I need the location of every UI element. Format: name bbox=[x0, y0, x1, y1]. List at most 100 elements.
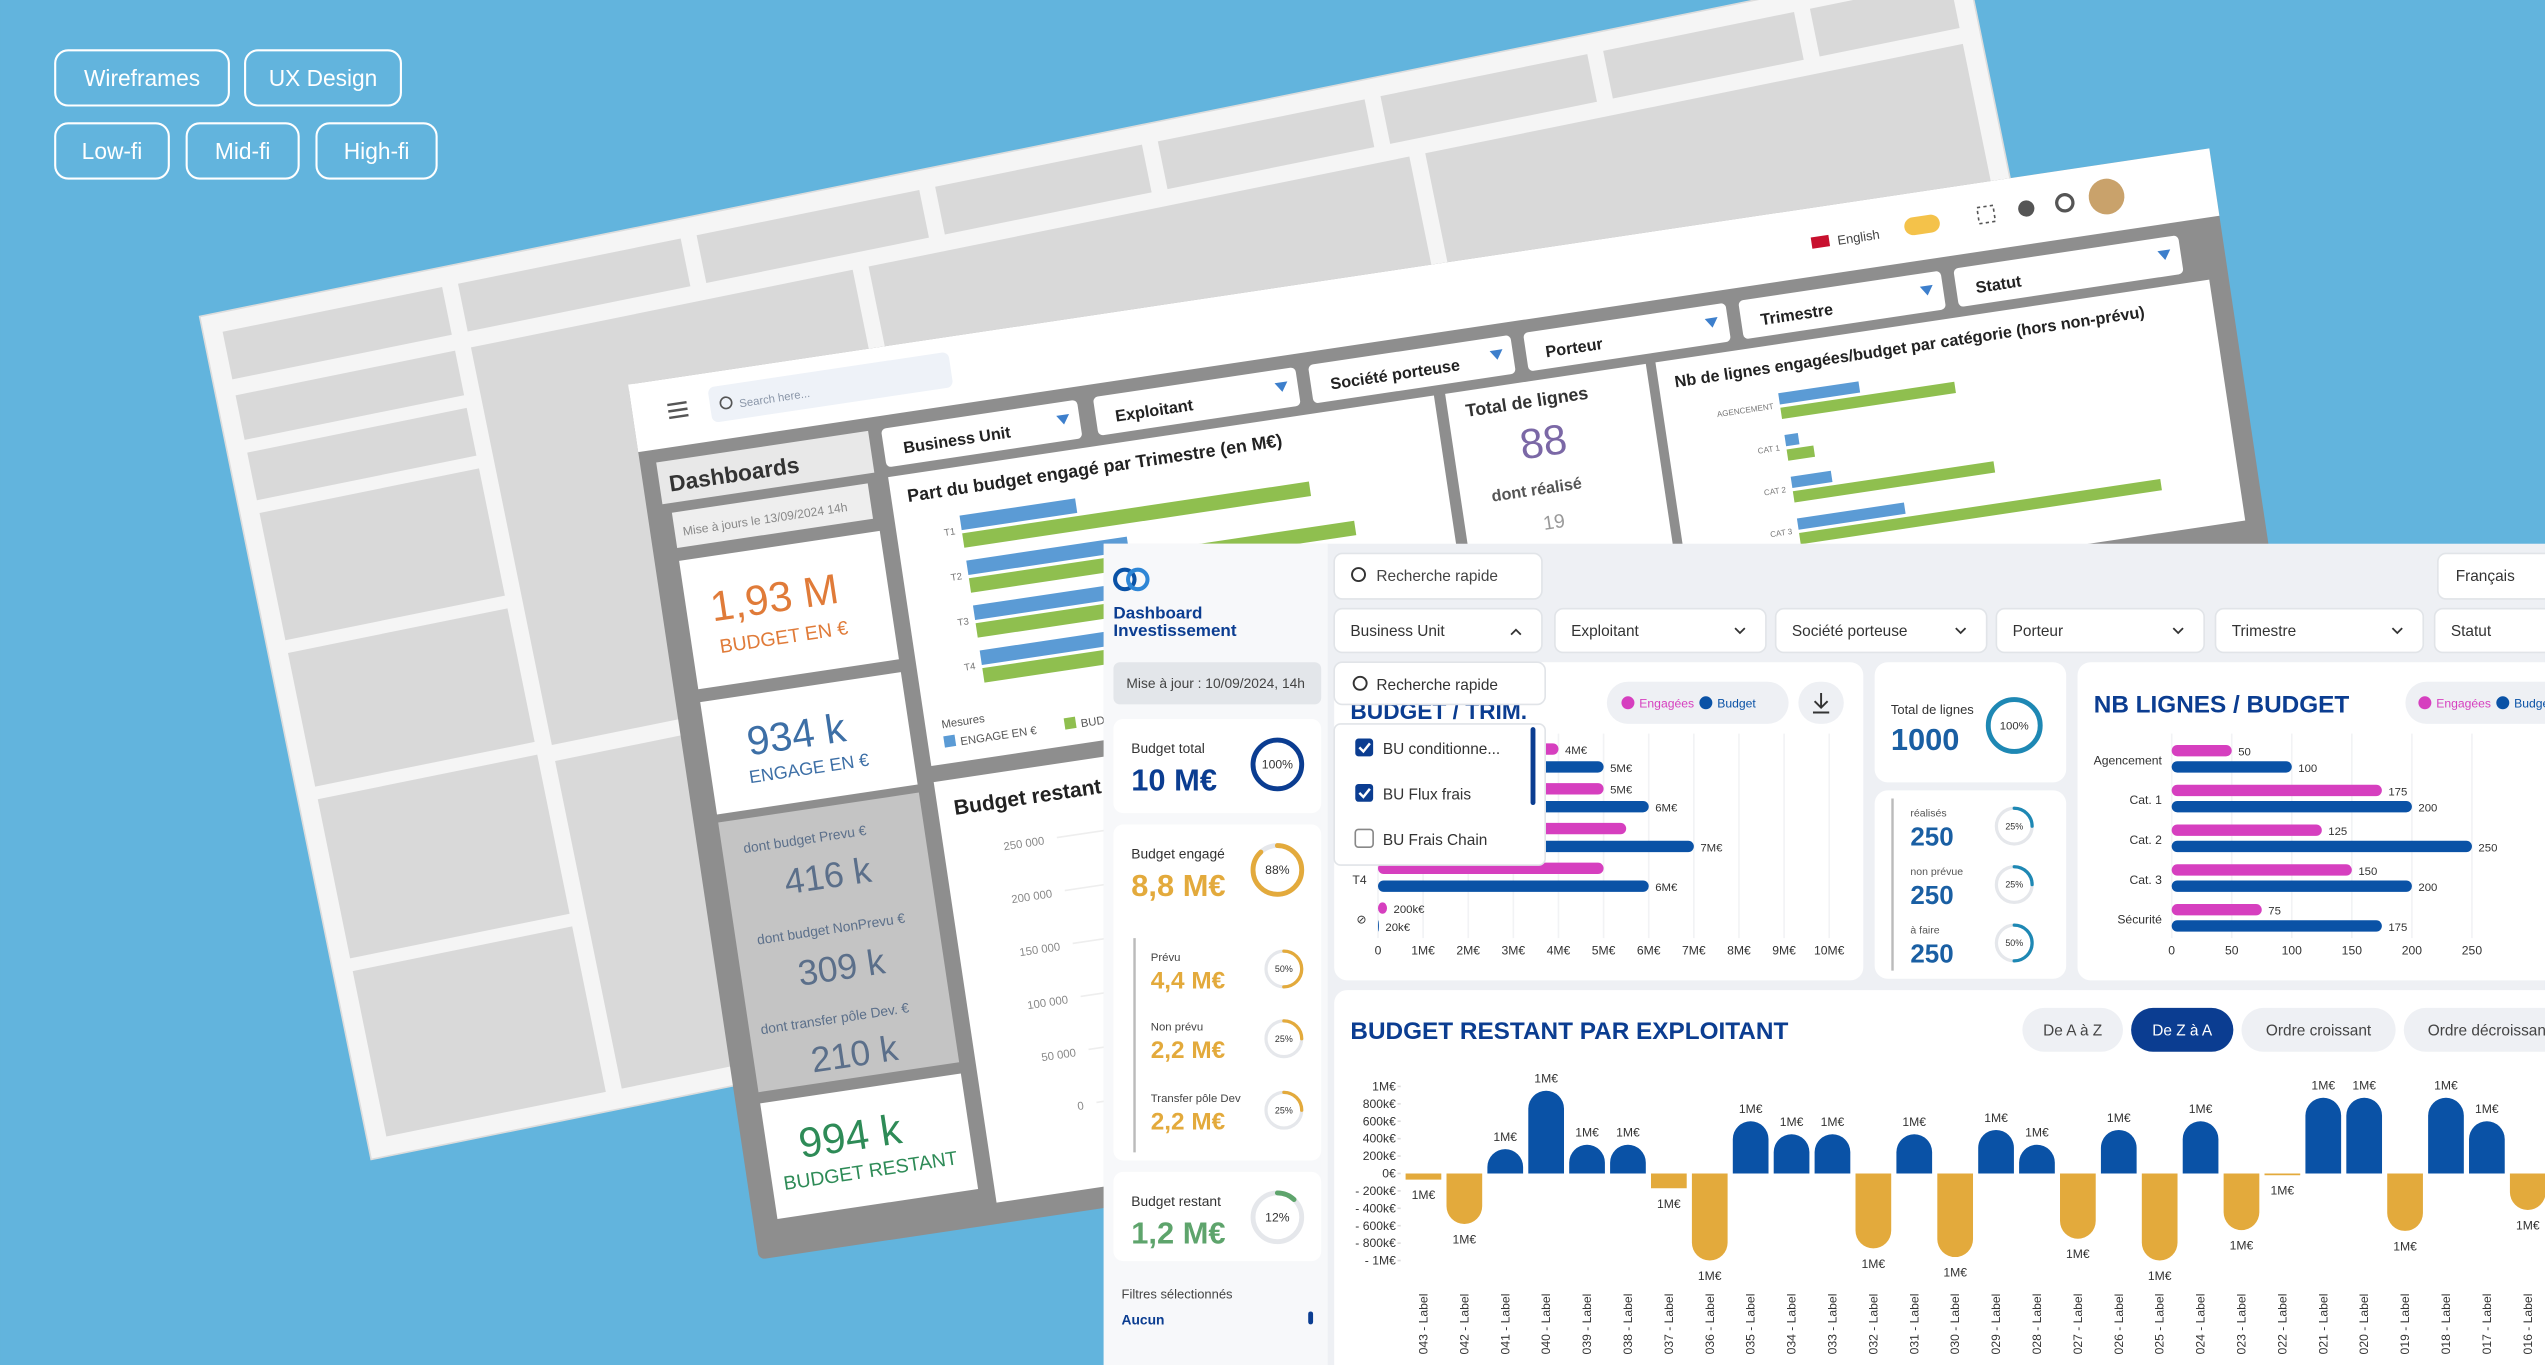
bar bbox=[1814, 1134, 1851, 1174]
bar bbox=[1896, 1134, 1933, 1174]
category-label: Cat. 2 bbox=[2130, 833, 2163, 847]
dropdown-search-text: Recherche rapide bbox=[1376, 677, 1498, 694]
category-label: Agencement bbox=[2094, 753, 2163, 767]
checkbox-checked[interactable] bbox=[1355, 738, 1374, 757]
filter-box[interactable] bbox=[881, 400, 1083, 468]
ring-arc bbox=[1250, 1190, 1305, 1245]
sort-button[interactable] bbox=[2241, 1007, 2396, 1052]
settings-icon[interactable] bbox=[2055, 193, 2075, 213]
filter-box[interactable] bbox=[1774, 607, 1988, 654]
sort-button[interactable] bbox=[2131, 1007, 2234, 1052]
category-label: T4 bbox=[1352, 873, 1366, 887]
value-label: 50 bbox=[2238, 747, 2251, 759]
lines-value: 1000 bbox=[1891, 722, 1960, 757]
x-tick-label: 017 - Label bbox=[2480, 1294, 2494, 1355]
bar-label: 1M€ bbox=[1493, 1130, 1517, 1144]
filter-box[interactable] bbox=[1523, 303, 1731, 372]
x-tick-label: 029 - Label bbox=[1989, 1294, 2003, 1355]
bar bbox=[1773, 1134, 1810, 1174]
bar bbox=[2100, 1129, 2137, 1174]
checkbox[interactable] bbox=[1354, 828, 1374, 849]
menu-line bbox=[668, 407, 688, 413]
filter-box[interactable] bbox=[1554, 607, 1767, 654]
search-box[interactable] bbox=[707, 352, 953, 423]
category-label: T1 bbox=[943, 526, 956, 539]
x-tick-label: 2M€ bbox=[1456, 943, 1480, 957]
brand-line: Dashboard bbox=[1113, 603, 1202, 622]
search-box[interactable] bbox=[1333, 552, 1543, 600]
y-tick-label: 150 000 bbox=[1019, 941, 1061, 959]
bar bbox=[2305, 1097, 2342, 1174]
category-label: Sécurité bbox=[2117, 913, 2162, 927]
block bbox=[1603, 11, 1804, 99]
kpi-label: Budget engagé bbox=[1131, 847, 1225, 862]
ring-label: 88% bbox=[1265, 863, 1290, 877]
language-select[interactable] bbox=[2437, 552, 2545, 600]
bar-label: 1M€ bbox=[1657, 1197, 1681, 1211]
x-tick-label: 4M€ bbox=[1547, 943, 1571, 957]
apps-icon[interactable] bbox=[1976, 204, 1997, 225]
filter-box[interactable] bbox=[1093, 367, 1301, 436]
x-tick-label: 027 - Label bbox=[2071, 1294, 2085, 1355]
sort-button-label: Ordre croissant bbox=[2266, 1023, 2372, 1040]
block bbox=[235, 350, 465, 440]
avatar[interactable] bbox=[2086, 176, 2127, 217]
y-tick-label: 600k€ bbox=[1363, 1114, 1396, 1128]
sort-button[interactable] bbox=[2022, 1007, 2123, 1052]
sub-kpi-value: 4,4 M€ bbox=[1151, 967, 1226, 994]
bar bbox=[1487, 1149, 1524, 1174]
x-tick-label: 016 - Label bbox=[2521, 1294, 2535, 1355]
sort-button[interactable] bbox=[2403, 1007, 2545, 1052]
tag-chip bbox=[54, 49, 230, 107]
y-tick-label: 250 000 bbox=[1003, 835, 1045, 853]
block bbox=[259, 468, 505, 641]
tag-label: Wireframes bbox=[84, 65, 200, 91]
bar bbox=[1732, 1121, 1769, 1174]
value-label: 75 bbox=[2268, 906, 2281, 918]
x-tick-label: 018 - Label bbox=[2439, 1294, 2453, 1355]
checkbox-checked[interactable] bbox=[1355, 783, 1374, 802]
filter-box[interactable] bbox=[1995, 607, 2205, 654]
filter-chevron bbox=[2391, 627, 2403, 635]
lines-item-value: 250 bbox=[1910, 822, 1953, 852]
ring-label: 25% bbox=[2005, 821, 2023, 831]
bar-label: 1M€ bbox=[2066, 1247, 2090, 1261]
bar-label: 1M€ bbox=[2352, 1079, 2376, 1093]
dropdown-scrollbar bbox=[1530, 727, 1536, 806]
y-tick-label: 400k€ bbox=[1363, 1132, 1396, 1146]
bar bbox=[1569, 1144, 1605, 1174]
bar bbox=[1405, 1173, 1442, 1180]
bell-icon[interactable] bbox=[2017, 199, 2035, 217]
filter-arrow bbox=[1919, 284, 1933, 296]
bar-label: 1M€ bbox=[1943, 1266, 1967, 1280]
bar bbox=[2428, 1097, 2464, 1174]
kpi-value: 1,2 M€ bbox=[1131, 1215, 1225, 1250]
filter-box[interactable] bbox=[1333, 607, 1543, 654]
menu-line bbox=[669, 413, 689, 420]
filter-box[interactable] bbox=[2214, 607, 2425, 654]
x-tick-label: 023 - Label bbox=[2235, 1294, 2249, 1355]
bar bbox=[2171, 744, 2232, 757]
x-tick-label: 040 - Label bbox=[1539, 1294, 1553, 1355]
x-tick-label: 028 - Label bbox=[2030, 1294, 2044, 1355]
filter-box[interactable] bbox=[1308, 335, 1516, 404]
x-tick-label: 022 - Label bbox=[2275, 1294, 2289, 1355]
y-tick-label: 0 bbox=[1077, 1100, 1085, 1113]
filter-box[interactable] bbox=[2433, 607, 2545, 654]
value-label: 5M€ bbox=[1610, 785, 1633, 797]
selected-filters-value: Aucun bbox=[1122, 1312, 1165, 1327]
bar bbox=[2171, 920, 2382, 932]
sub-kpi-value: 2,2 M€ bbox=[1151, 1109, 1226, 1136]
filter-box[interactable] bbox=[1953, 235, 2184, 307]
x-tick-label: 032 - Label bbox=[1866, 1294, 1880, 1355]
ring-label: 50% bbox=[1275, 964, 1293, 974]
bar bbox=[2019, 1144, 2055, 1174]
toggle[interactable] bbox=[1903, 213, 1941, 236]
selected-filters-label: Filtres sélectionnés bbox=[1122, 1286, 1234, 1301]
bar-label: 1M€ bbox=[2025, 1126, 2049, 1140]
filter-box[interactable] bbox=[1738, 271, 1946, 340]
legend-dot bbox=[1621, 696, 1635, 710]
search-icon bbox=[719, 396, 733, 410]
dropdown-search[interactable] bbox=[1333, 661, 1546, 706]
